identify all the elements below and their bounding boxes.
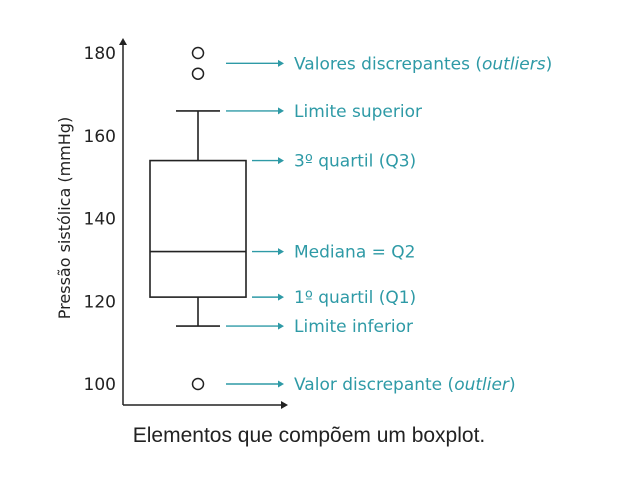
- annotation-outlier: Valor discrepante (outlier): [294, 375, 516, 395]
- x-axis-arrowhead: [281, 401, 288, 409]
- y-tick-labels: 100 120 140 160 180: [84, 44, 116, 395]
- annotation-lower-limit: Limite inferior: [294, 317, 413, 337]
- figure-caption: Elementos que compõem um boxplot.: [132, 424, 486, 447]
- annotation-lower-limit-arrowhead: [278, 322, 284, 330]
- y-tick-label: 180: [84, 44, 116, 64]
- y-axis-label: Pressão sistólica (mmHg): [55, 117, 74, 319]
- box-q1-q3: [149, 159, 247, 298]
- annotation-median: Mediana = Q2: [294, 243, 416, 263]
- annotation-upper-limit: Limite superior: [294, 102, 422, 122]
- annotation-upper-limit-arrowhead: [278, 107, 284, 115]
- outlier-point: [191, 67, 205, 80]
- y-tick-label: 140: [84, 210, 116, 230]
- y-tick-label: 120: [84, 292, 116, 312]
- annotation-outliers-arrowhead: [278, 59, 284, 67]
- chart-axes: [119, 38, 288, 409]
- outlier-point: [191, 46, 205, 60]
- annotation-outlier-arrowhead: [278, 380, 284, 388]
- annotation-q3-arrowhead: [278, 157, 284, 165]
- annotation-q1-arrowhead: [278, 293, 284, 301]
- y-tick-label: 100: [84, 375, 116, 395]
- y-axis-arrowhead: [119, 38, 127, 45]
- annotations: Valores discrepantes (outliers) Limite su…: [226, 54, 552, 395]
- y-tick-label: 160: [84, 127, 116, 147]
- annotation-q3: 3º quartil (Q3): [294, 152, 416, 172]
- annotation-q1: 1º quartil (Q1): [294, 288, 416, 308]
- boxplot: [149, 46, 247, 391]
- annotation-outliers: Valores discrepantes (outliers): [294, 54, 552, 74]
- boxplot-figure: 100 120 140 160 180 Pressão sistólica (mmHg)…: [55, 38, 552, 409]
- annotation-median-arrowhead: [278, 248, 284, 256]
- outlier-point: [191, 377, 205, 391]
